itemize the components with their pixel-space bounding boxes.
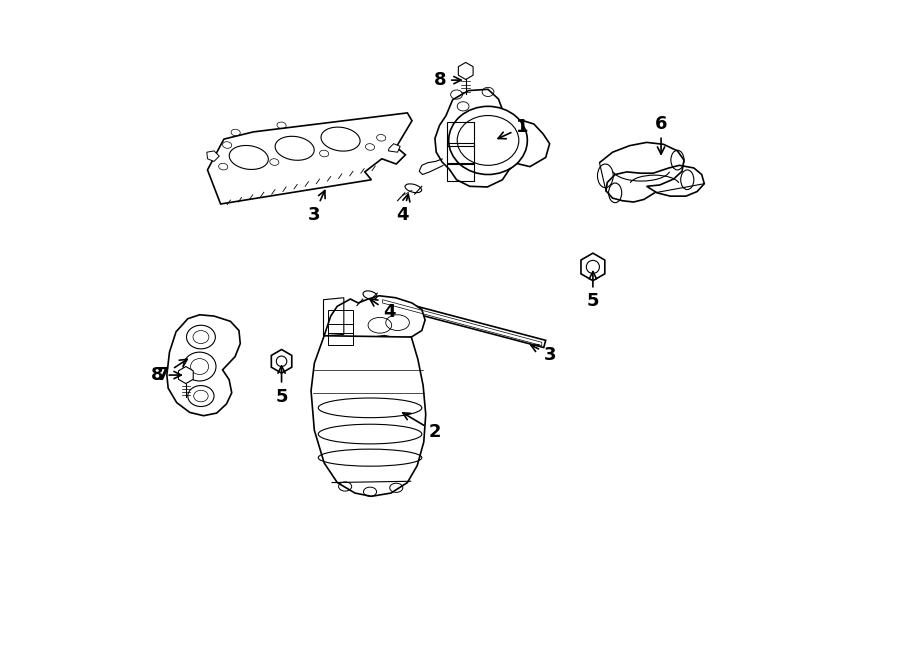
Ellipse shape [449, 106, 527, 175]
Polygon shape [208, 113, 412, 204]
Polygon shape [581, 253, 605, 281]
Text: 5: 5 [587, 272, 599, 311]
Polygon shape [458, 62, 473, 79]
Text: 6: 6 [655, 114, 667, 154]
Text: 3: 3 [308, 190, 325, 224]
Text: 5: 5 [275, 366, 288, 406]
Polygon shape [435, 89, 550, 187]
Polygon shape [311, 336, 426, 496]
Text: 2: 2 [403, 413, 442, 441]
Text: 1: 1 [498, 118, 528, 139]
Polygon shape [389, 143, 400, 152]
Polygon shape [271, 350, 292, 373]
Polygon shape [178, 367, 194, 383]
Text: 4: 4 [397, 194, 410, 224]
Text: 4: 4 [370, 299, 396, 321]
Text: 3: 3 [531, 345, 556, 364]
Text: 8: 8 [434, 71, 461, 89]
Polygon shape [207, 151, 220, 161]
Text: 8: 8 [151, 366, 181, 384]
Polygon shape [599, 142, 705, 202]
Text: 7: 7 [157, 360, 187, 384]
Polygon shape [380, 297, 545, 348]
Polygon shape [324, 295, 425, 350]
Polygon shape [166, 315, 240, 416]
